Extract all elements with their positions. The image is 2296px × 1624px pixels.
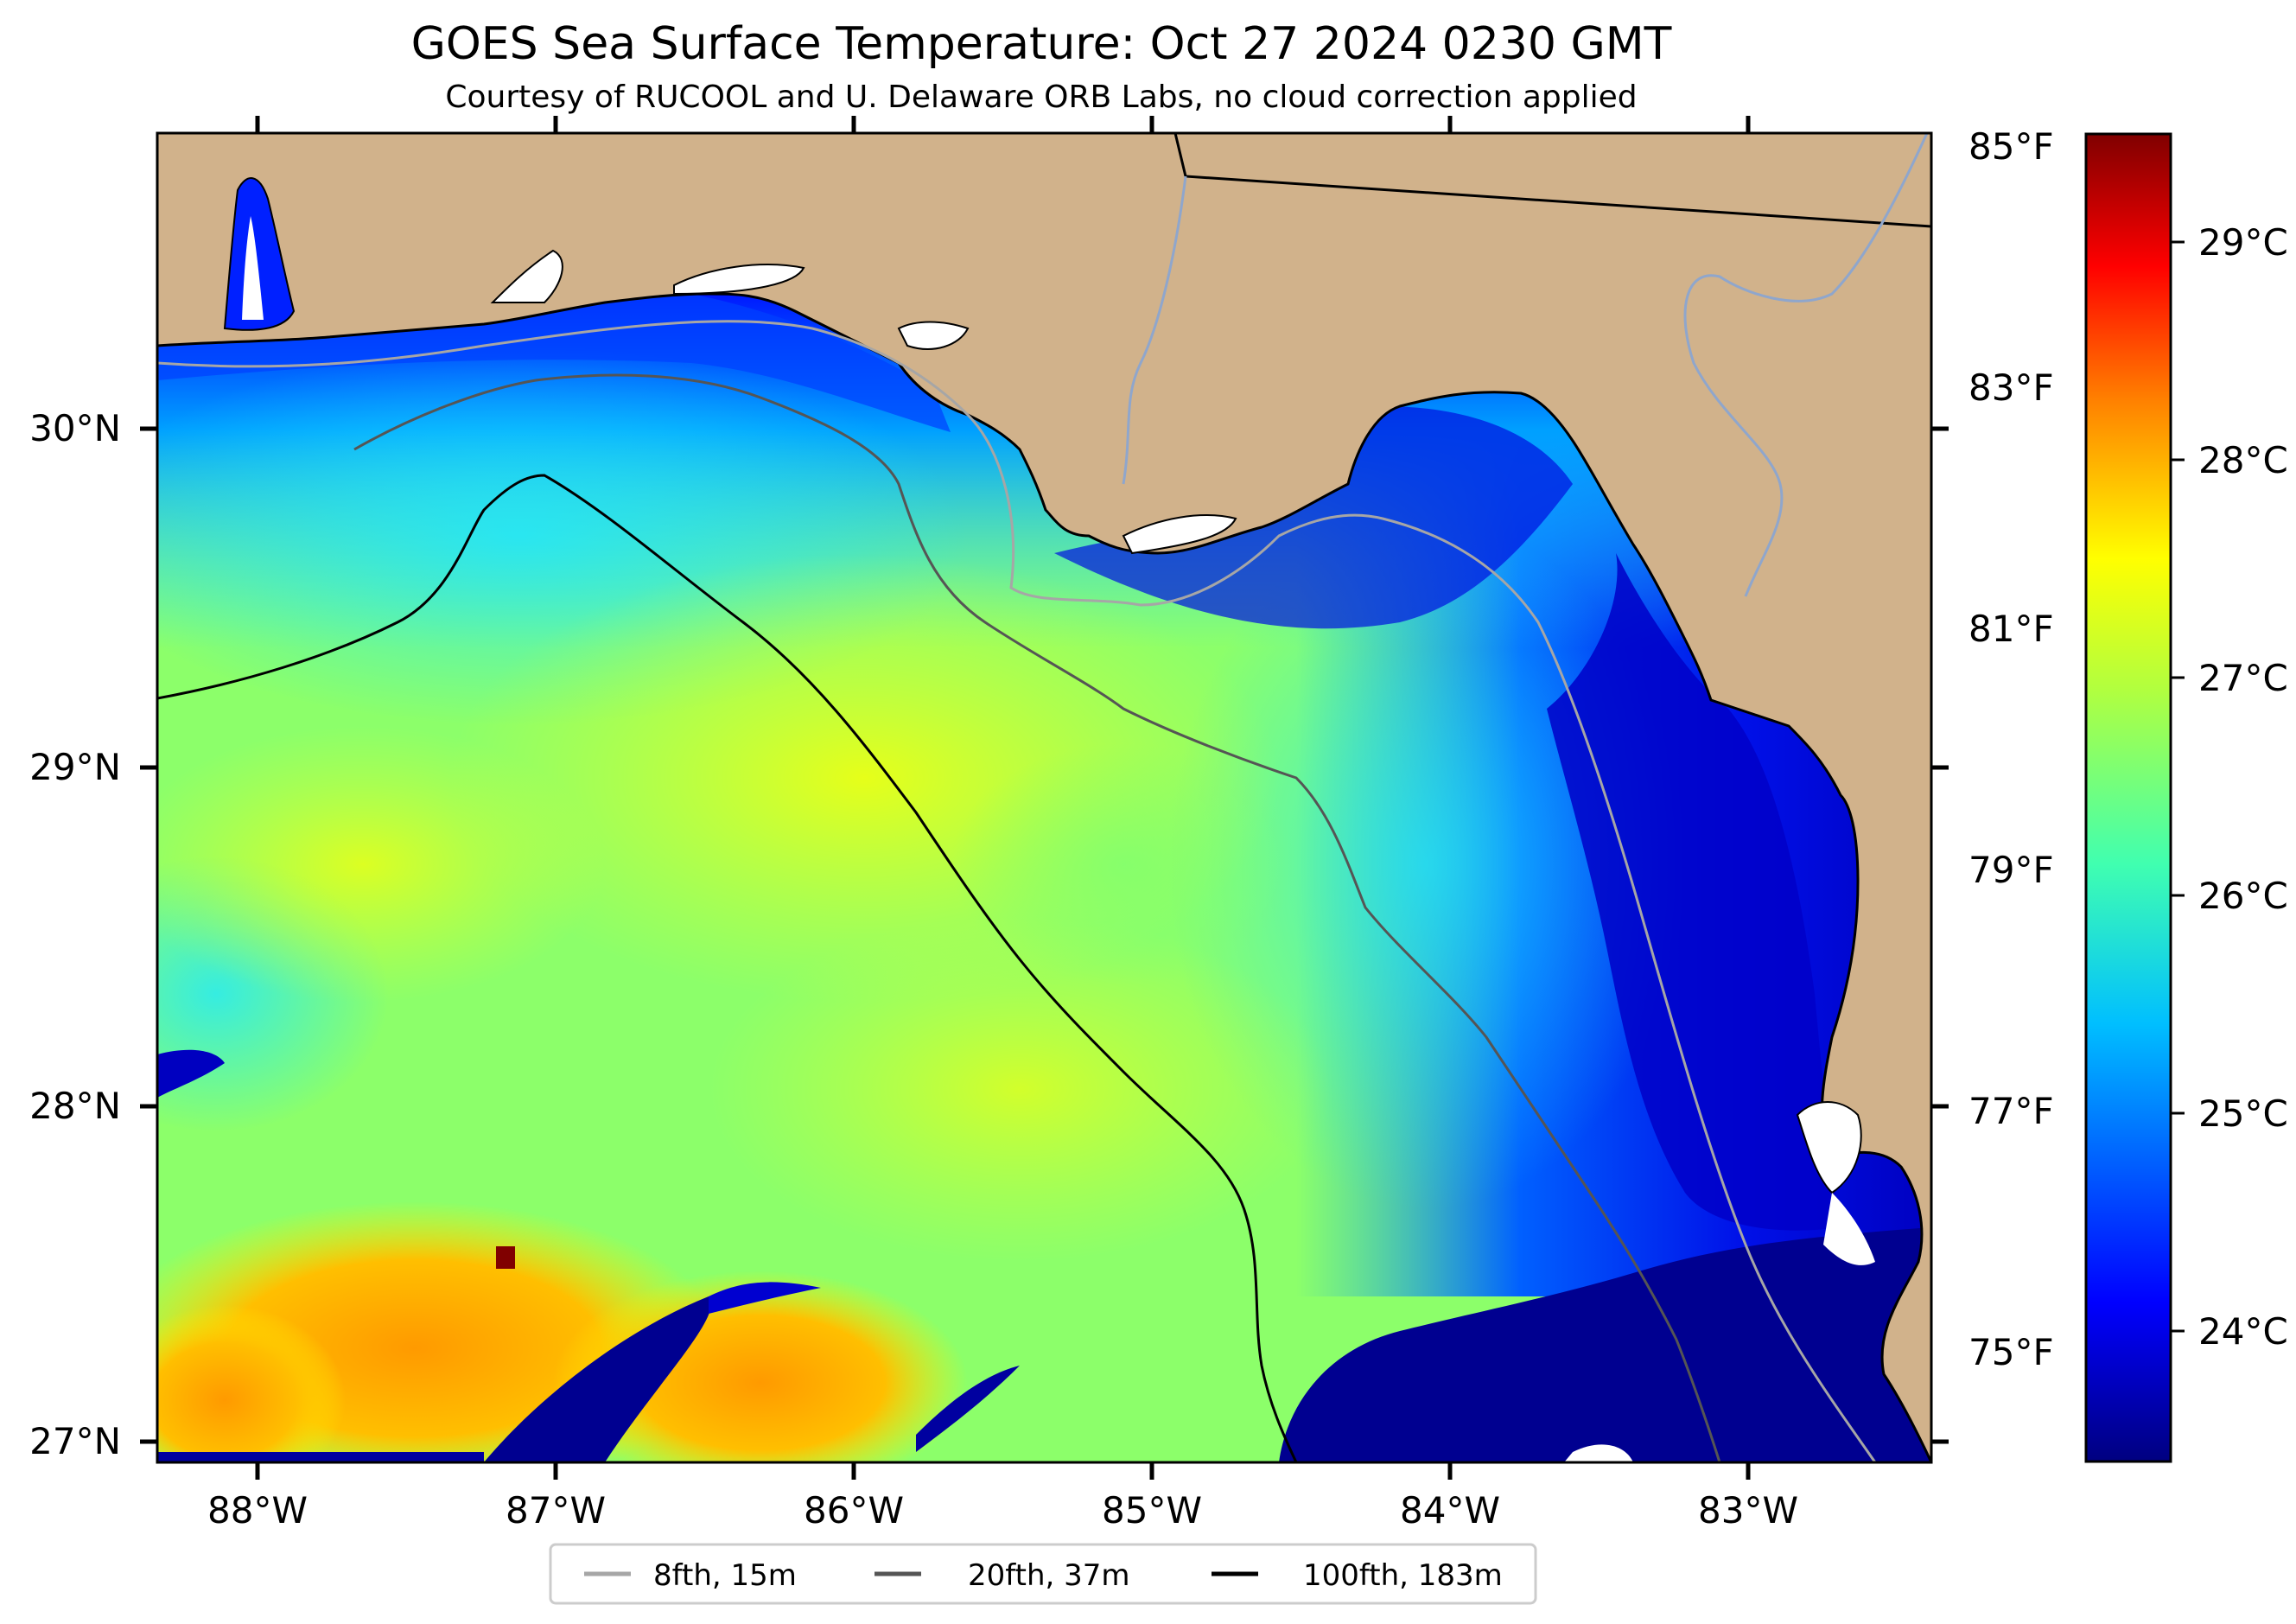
legend-label-100fth: 100fth, 183m: [1303, 1558, 1503, 1593]
ocean-cold-region-n: [1054, 406, 1573, 629]
legend-label-8fth: 8fth, 15m: [653, 1558, 797, 1593]
bay-apalachicola: [1122, 514, 1237, 555]
isobath-legend: 8fth, 15m 20fth, 37m 100fth, 183m: [549, 1543, 1537, 1605]
fahrenheit-tick-label: 85°F: [1968, 125, 2054, 168]
colorbar: [2084, 132, 2172, 1463]
lat-tick-label: 28°N: [29, 1085, 121, 1127]
bay-pensacola: [490, 249, 563, 303]
celsius-tick-label: 27°C: [2198, 657, 2288, 699]
legend-label-20fth: 20fth, 37m: [968, 1558, 1130, 1593]
ocean-cold-region-se: [1279, 1227, 1931, 1462]
celsius-axis: 29°C 28°C 27°C 26°C 25°C 24°C: [2198, 221, 2288, 1353]
celsius-tick-label: 24°C: [2198, 1310, 2288, 1353]
ocean-cold-streak: [157, 1452, 484, 1462]
ocean-cold-streak: [157, 1049, 225, 1098]
lat-tick-label: 27°N: [29, 1420, 121, 1462]
lon-tick-label: 86°W: [804, 1489, 904, 1532]
ocean-yellow-patch: [709, 916, 1331, 1262]
river: [1122, 175, 1187, 485]
isobath-8fth: [157, 320, 1877, 1462]
ocean-hot-pixel: [496, 1246, 515, 1269]
lon-tick-label: 83°W: [1698, 1489, 1798, 1532]
fahrenheit-tick-label: 81°F: [1968, 608, 2054, 650]
longitude-tick-marks: [255, 116, 1751, 1480]
bay-mobile-inner: [242, 216, 264, 320]
coast-cloud-patch: [1564, 1444, 1633, 1462]
coast-cloud-patch: [1823, 1193, 1875, 1265]
celsius-tick-label: 26°C: [2198, 875, 2288, 917]
lon-tick-label: 85°W: [1102, 1489, 1202, 1532]
fahrenheit-axis: 85°F 83°F 81°F 79°F 77°F 75°F: [1968, 125, 2054, 1373]
sst-plot-area: [157, 133, 1931, 1462]
bay-choctawhatchee: [673, 264, 805, 296]
map-subtitle: Courtesy of RUCOOL and U. Delaware ORB L…: [445, 80, 1637, 115]
ocean-warm-patch: [157, 1305, 346, 1462]
bay-mobile: [223, 177, 296, 331]
fahrenheit-tick-label: 83°F: [1968, 366, 2054, 409]
celsius-tick-label: 29°C: [2198, 221, 2288, 264]
land-north-coast: [157, 133, 1931, 1462]
colorbar-tick-marks: [2171, 240, 2185, 1333]
ocean-yellow-patch: [157, 726, 605, 1003]
ocean-cold-streak: [709, 1282, 821, 1314]
latitude-axis: 30°N 29°N 28°N 27°N: [29, 407, 121, 1462]
isobath-20fth: [353, 373, 1721, 1462]
lon-tick-label: 84°W: [1400, 1489, 1500, 1532]
map-title: GOES Sea Surface Temperature: Oct 27 202…: [411, 18, 1672, 70]
ocean-cold-streak: [484, 1296, 712, 1462]
fahrenheit-tick-label: 79°F: [1968, 849, 2054, 891]
ocean-warm-patch: [553, 1271, 968, 1462]
isobath-100fth: [157, 474, 1298, 1462]
ocean-cold-streak: [916, 1366, 1020, 1452]
lat-tick-label: 29°N: [29, 746, 121, 788]
ocean-cold-region-e: [1547, 553, 1841, 1231]
bay-tampa: [1796, 1101, 1862, 1194]
lon-tick-label: 88°W: [207, 1489, 308, 1532]
lat-tick-label: 30°N: [29, 407, 121, 449]
celsius-tick-label: 28°C: [2198, 439, 2288, 481]
legend-box: [549, 1543, 1537, 1605]
map-frame: [156, 131, 1933, 1464]
celsius-tick-label: 25°C: [2198, 1092, 2288, 1135]
ocean-green-patch: [951, 743, 1296, 985]
bay-st-andrew: [897, 321, 970, 350]
latitude-tick-marks: [140, 426, 1949, 1444]
river: [1683, 133, 1929, 597]
fahrenheit-tick-label: 77°F: [1968, 1090, 2054, 1132]
fahrenheit-tick-label: 75°F: [1968, 1331, 2054, 1373]
lon-tick-label: 87°W: [506, 1489, 606, 1532]
longitude-axis: 88°W 87°W 86°W 85°W 84°W 83°W: [207, 1489, 1798, 1532]
